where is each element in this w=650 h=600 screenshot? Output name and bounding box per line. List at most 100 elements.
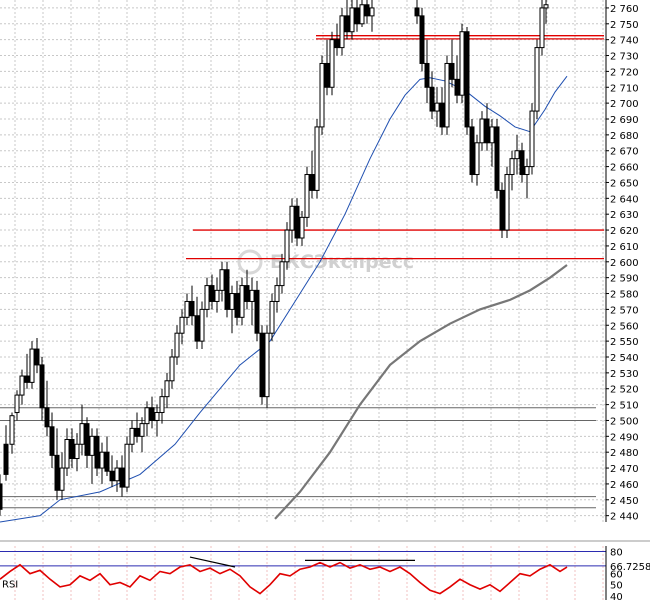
candle-body (174, 332, 180, 358)
candle-body (104, 451, 110, 472)
candle-body (84, 423, 90, 456)
candle-body (39, 364, 45, 409)
candle-body (204, 285, 210, 310)
y-tick-label: 2 660 (610, 163, 639, 174)
y-tick-label: 2 480 (610, 448, 639, 459)
candle-body (309, 174, 315, 191)
rsi-tick-label: 80 (610, 548, 623, 559)
candle-body (0, 483, 3, 510)
candle-body (229, 293, 235, 310)
candle-body (304, 174, 310, 218)
candle-body (539, 7, 545, 49)
y-tick-label: 2 600 (610, 258, 639, 269)
candle-body (14, 394, 20, 414)
candle-body (489, 126, 495, 144)
candle-body (454, 78, 460, 96)
rsi-tick-label: 50 (610, 581, 623, 592)
y-tick-label: 2 690 (610, 115, 639, 126)
y-tick-label: 2 440 (610, 512, 639, 523)
candle-body (29, 348, 35, 383)
candle-body (94, 435, 100, 469)
y-tick-label: 2 460 (610, 480, 639, 491)
candle-body (514, 150, 520, 160)
candle-body (424, 62, 430, 88)
rsi-annotation-line (189, 556, 236, 568)
y-tick-label: 2 530 (610, 369, 639, 380)
candle-body (64, 438, 70, 469)
candle-body (34, 348, 40, 366)
candle-body (124, 443, 130, 488)
rsi-label: RSI (2, 580, 18, 591)
rsi-line (0, 561, 568, 595)
candle-body (339, 15, 345, 49)
candle-body (69, 438, 75, 460)
y-tick-label: 2 580 (610, 290, 639, 301)
candle-body (324, 62, 330, 88)
candle-body (144, 407, 150, 425)
y-tick-label: 2 500 (610, 416, 639, 427)
candle-body (154, 412, 160, 421)
candle-body (164, 380, 170, 398)
candle-body (209, 285, 215, 302)
candle-body (189, 300, 195, 317)
candle-body (484, 118, 490, 144)
y-tick-label: 2 750 (610, 20, 639, 31)
y-tick-label: 2 570 (610, 305, 639, 316)
y-tick-label: 2 640 (610, 194, 639, 205)
candle-body (479, 118, 485, 144)
candle-body (129, 427, 135, 445)
candle-body (429, 86, 435, 112)
rsi-tick-label: 66.72582 (610, 562, 650, 573)
candle-body (169, 356, 175, 382)
y-tick-label: 2 650 (610, 178, 639, 189)
candle-body (289, 205, 295, 231)
candle-body (19, 375, 25, 396)
price-chart: БКСЭкспресс 2 440 2 450 2 460 2 470 2 480 2 49… (0, 0, 639, 523)
candle-body (224, 269, 230, 310)
candle-body (184, 300, 190, 318)
candle-body (59, 467, 65, 491)
candle-body (259, 332, 265, 398)
candle-body (3, 443, 9, 475)
candle-body (89, 435, 95, 456)
candle-body (234, 293, 240, 318)
candle-body (109, 470, 115, 482)
candle-body (419, 15, 425, 64)
candle-body (244, 285, 250, 302)
candle-body (434, 102, 440, 112)
candle-body (9, 415, 15, 445)
candle-body (274, 285, 280, 302)
slow-moving-average (274, 264, 568, 520)
y-tick-label: 2 470 (610, 464, 639, 475)
y-tick-label: 2 720 (610, 67, 639, 78)
fast-moving-average (0, 75, 568, 523)
candle-body (494, 126, 500, 191)
y-tick-label: 2 680 (610, 131, 639, 142)
candle-body (414, 7, 420, 17)
candle-body (179, 316, 185, 334)
y-tick-label: 2 710 (610, 83, 639, 94)
candle-body (469, 126, 475, 176)
candle-body (264, 332, 270, 398)
candle-body (529, 110, 535, 168)
candle-body (439, 102, 445, 128)
candle-body (139, 423, 145, 437)
watermark-logo-icon (237, 249, 263, 275)
y-tick-label: 2 540 (610, 353, 639, 364)
candle-body (74, 443, 80, 460)
candle-body (194, 315, 200, 342)
y-tick-label: 2 450 (610, 496, 639, 507)
candle-body (349, 7, 355, 33)
y-tick-label: 2 740 (610, 36, 639, 47)
candle-body (284, 229, 290, 263)
candle-body (524, 166, 530, 176)
watermark-text: БКСЭкспресс (270, 251, 414, 273)
candle-body (519, 150, 525, 176)
candle-body (314, 126, 320, 191)
y-tick-label: 2 560 (610, 321, 639, 332)
y-tick-label: 2 550 (610, 337, 639, 348)
y-tick-label: 2 590 (610, 274, 639, 285)
candle-body (499, 189, 505, 231)
